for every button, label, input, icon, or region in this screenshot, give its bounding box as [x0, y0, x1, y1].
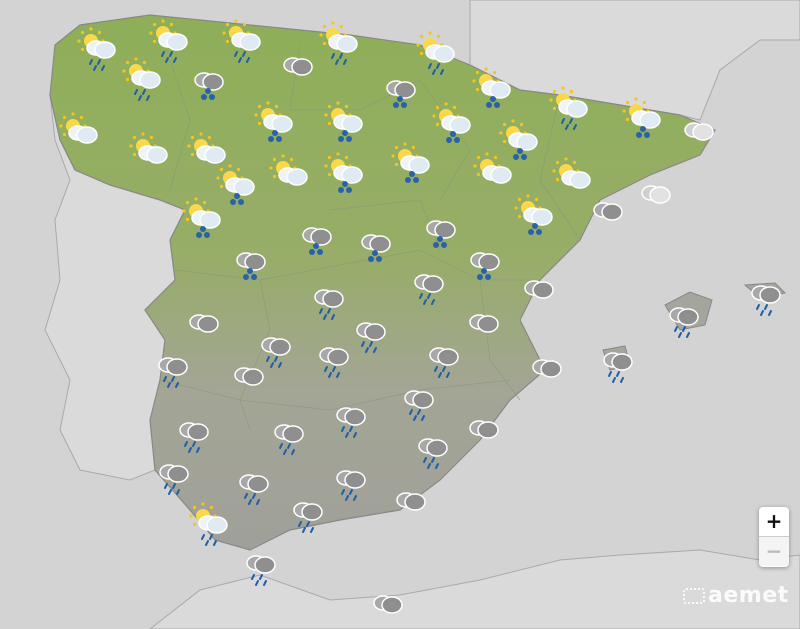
sun-cloud-snow-icon[interactable]: [254, 101, 293, 142]
aemet-logo: aemet: [683, 583, 789, 608]
cloud-snow-icon[interactable]: [470, 252, 500, 280]
cloud-light-icon[interactable]: [641, 185, 671, 204]
sun-cloud-rain-icon[interactable]: [319, 21, 358, 65]
cloud-icon[interactable]: [469, 420, 499, 439]
cloud-snow-icon[interactable]: [386, 80, 416, 108]
cloud-rain-icon[interactable]: [159, 464, 189, 495]
sun-cloud-snow-icon[interactable]: [499, 119, 538, 160]
sun-cloud-icon[interactable]: [187, 132, 226, 164]
region-borders: [159, 44, 581, 431]
aemet-logo-text: aemet: [708, 583, 789, 608]
sun-cloud-icon[interactable]: [129, 132, 168, 164]
sun-cloud-icon[interactable]: [552, 157, 591, 189]
sun-cloud-rain-icon[interactable]: [189, 502, 228, 546]
cloud-rain-icon[interactable]: [179, 422, 209, 453]
cloud-snow-icon[interactable]: [194, 72, 224, 100]
sun-cloud-snow-icon[interactable]: [216, 164, 255, 205]
sun-cloud-rain-icon[interactable]: [77, 27, 116, 71]
cloud-rain-icon[interactable]: [414, 274, 444, 305]
cloud-rain-icon[interactable]: [429, 347, 459, 378]
cloud-rain-icon[interactable]: [336, 470, 366, 501]
cloud-rain-icon[interactable]: [603, 352, 633, 383]
zoom-out-button[interactable]: −: [759, 536, 789, 566]
cloud-rain-icon[interactable]: [418, 438, 448, 469]
cloud-icon[interactable]: [593, 202, 623, 221]
cloud-rain-icon[interactable]: [239, 474, 269, 505]
sun-cloud-rain-icon[interactable]: [222, 19, 261, 63]
cloud-snow-icon[interactable]: [302, 227, 332, 255]
sun-cloud-icon[interactable]: [59, 112, 98, 144]
cloud-rain-icon[interactable]: [336, 407, 366, 438]
aemet-logo-icon: [683, 588, 705, 604]
zoom-in-button[interactable]: +: [765, 509, 783, 533]
sun-cloud-snow-icon[interactable]: [432, 102, 471, 143]
sun-cloud-rain-icon[interactable]: [122, 57, 161, 101]
cloud-rain-icon[interactable]: [356, 322, 386, 353]
cloud-icon[interactable]: [234, 367, 264, 386]
cloud-snow-icon[interactable]: [236, 252, 266, 280]
cloud-light-icon[interactable]: [684, 122, 714, 141]
cloud-rain-icon[interactable]: [751, 285, 781, 316]
cloud-icon[interactable]: [373, 595, 403, 614]
cloud-icon[interactable]: [396, 492, 426, 511]
sun-cloud-rain-icon[interactable]: [416, 31, 455, 75]
cloud-rain-icon[interactable]: [293, 502, 323, 533]
sun-cloud-snow-icon[interactable]: [472, 67, 511, 108]
sun-cloud-snow-icon[interactable]: [391, 142, 430, 183]
sun-cloud-icon[interactable]: [473, 152, 512, 184]
sun-cloud-snow-icon[interactable]: [514, 194, 553, 235]
africa-land: [149, 549, 800, 629]
cloud-icon[interactable]: [189, 314, 219, 333]
cloud-rain-icon[interactable]: [669, 307, 699, 338]
cloud-snow-icon[interactable]: [426, 220, 456, 248]
cloud-icon[interactable]: [532, 359, 562, 378]
cloud-rain-icon[interactable]: [314, 289, 344, 320]
sun-cloud-icon[interactable]: [269, 154, 308, 186]
sun-cloud-rain-icon[interactable]: [549, 86, 588, 130]
cloud-icon[interactable]: [283, 57, 313, 76]
cloud-icon[interactable]: [469, 314, 499, 333]
cloud-icon[interactable]: [524, 280, 554, 299]
cloud-rain-icon[interactable]: [274, 424, 304, 455]
cloud-snow-icon[interactable]: [361, 234, 391, 262]
sun-cloud-snow-icon[interactable]: [182, 197, 221, 238]
zoom-control: + −: [759, 507, 789, 567]
cloud-rain-icon[interactable]: [246, 555, 276, 586]
sun-cloud-snow-icon[interactable]: [324, 101, 363, 142]
cloud-rain-icon[interactable]: [319, 347, 349, 378]
forecast-icons: [59, 19, 781, 614]
sun-cloud-snow-icon[interactable]: [324, 152, 363, 193]
sun-cloud-rain-icon[interactable]: [149, 19, 188, 63]
sun-cloud-snow-icon[interactable]: [622, 97, 661, 138]
cloud-rain-icon[interactable]: [261, 337, 291, 368]
cloud-rain-icon[interactable]: [404, 390, 434, 421]
cloud-rain-icon[interactable]: [158, 357, 188, 388]
